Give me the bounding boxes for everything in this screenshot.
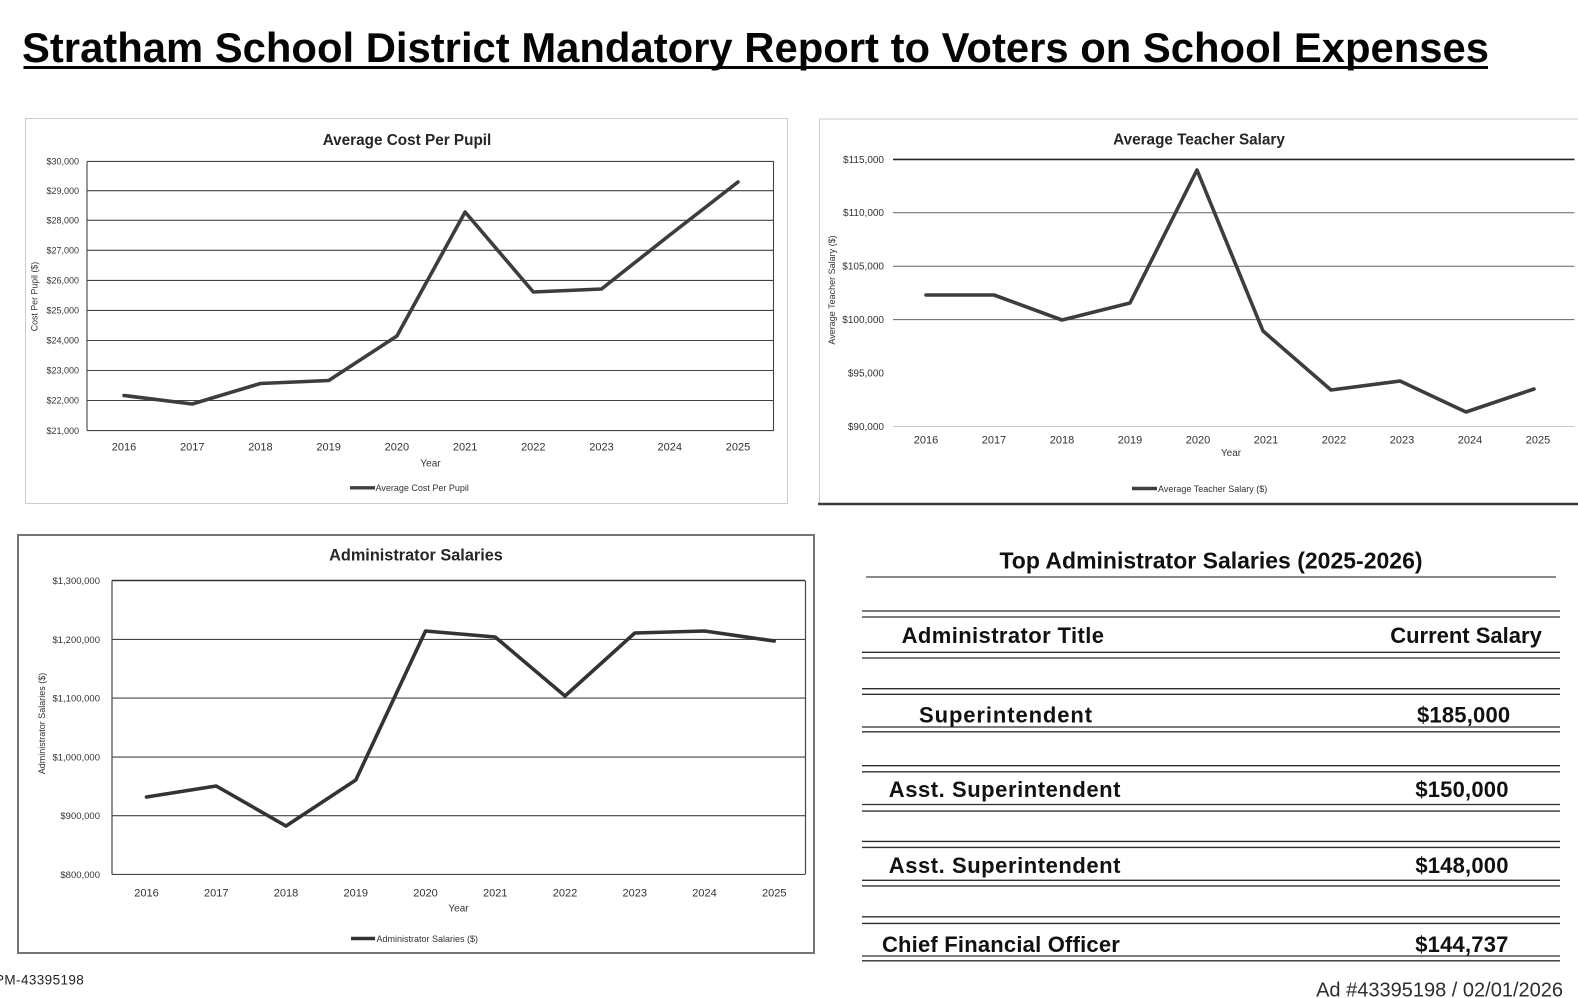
svg-text:Average Cost Per Pupil: Average Cost Per Pupil xyxy=(376,483,469,493)
svg-text:Top Administrator Salaries (20: Top Administrator Salaries (2025-2026) xyxy=(999,548,1422,574)
svg-text:$115,000: $115,000 xyxy=(843,155,884,166)
svg-text:$28,000: $28,000 xyxy=(46,216,79,226)
svg-text:Year: Year xyxy=(420,459,441,470)
svg-text:$100,000: $100,000 xyxy=(842,315,884,326)
svg-text:2021: 2021 xyxy=(453,442,477,454)
svg-text:2022: 2022 xyxy=(521,442,545,454)
svg-text:Chief Financial Officer: Chief Financial Officer xyxy=(882,932,1120,957)
svg-text:$150,000: $150,000 xyxy=(1415,777,1508,802)
svg-text:2021: 2021 xyxy=(483,888,507,900)
svg-text:2020: 2020 xyxy=(1186,435,1210,447)
svg-text:$185,000: $185,000 xyxy=(1417,703,1510,728)
svg-text:$105,000: $105,000 xyxy=(842,262,884,273)
svg-text:Asst. Superintendent: Asst. Superintendent xyxy=(889,853,1121,878)
svg-text:Asst. Superintendent: Asst. Superintendent xyxy=(889,777,1121,802)
svg-text:2025: 2025 xyxy=(1526,435,1550,447)
svg-text:$1,100,000: $1,100,000 xyxy=(52,694,100,705)
svg-text:2020: 2020 xyxy=(413,888,437,900)
svg-text:Administrator Title: Administrator Title xyxy=(902,623,1105,648)
svg-text:2018: 2018 xyxy=(248,442,272,454)
svg-text:Administrator Salaries ($): Administrator Salaries ($) xyxy=(37,673,47,775)
svg-text:2021: 2021 xyxy=(1254,435,1278,447)
svg-text:Cost Per Pupil ($): Cost Per Pupil ($) xyxy=(30,262,40,331)
svg-text:$24,000: $24,000 xyxy=(46,336,79,346)
svg-text:2022: 2022 xyxy=(1322,435,1346,447)
svg-text:2022: 2022 xyxy=(553,888,577,900)
svg-text:2023: 2023 xyxy=(623,888,647,900)
svg-text:2016: 2016 xyxy=(134,888,158,900)
svg-text:$27,000: $27,000 xyxy=(46,246,79,256)
svg-text:$900,000: $900,000 xyxy=(60,811,100,822)
svg-text:$800,000: $800,000 xyxy=(60,870,100,881)
svg-text:Average Teacher Salary: Average Teacher Salary xyxy=(1113,132,1285,149)
svg-text:$25,000: $25,000 xyxy=(46,306,79,316)
svg-text:$22,000: $22,000 xyxy=(46,396,79,406)
svg-text:$30,000: $30,000 xyxy=(46,157,79,167)
svg-text:Stratham School District Manda: Stratham School District Mandatory Repor… xyxy=(22,24,1489,71)
svg-text:$21,000: $21,000 xyxy=(46,426,79,436)
svg-text:2018: 2018 xyxy=(1050,435,1074,447)
svg-text:2024: 2024 xyxy=(1458,435,1482,447)
svg-text:2017: 2017 xyxy=(204,888,228,900)
svg-text:2017: 2017 xyxy=(982,435,1006,447)
svg-text:Administrator Salaries ($): Administrator Salaries ($) xyxy=(377,934,479,944)
svg-text:$90,000: $90,000 xyxy=(848,422,885,433)
svg-text:Administrator Salaries: Administrator Salaries xyxy=(329,547,503,565)
svg-text:$1,000,000: $1,000,000 xyxy=(52,753,100,764)
svg-text:2023: 2023 xyxy=(1390,435,1414,447)
svg-text:2016: 2016 xyxy=(112,442,136,454)
svg-text:Ad #43395198 / 02/01/2026: Ad #43395198 / 02/01/2026 xyxy=(1316,980,1563,998)
svg-text:2020: 2020 xyxy=(385,442,409,454)
svg-text:2018: 2018 xyxy=(274,888,298,900)
svg-text:PM-43395198: PM-43395198 xyxy=(0,973,84,988)
svg-text:Current Salary: Current Salary xyxy=(1390,623,1542,648)
svg-text:Average Cost Per Pupil: Average Cost Per Pupil xyxy=(323,132,492,149)
svg-text:2024: 2024 xyxy=(692,888,716,900)
svg-text:$148,000: $148,000 xyxy=(1415,853,1508,878)
svg-text:2019: 2019 xyxy=(1118,435,1142,447)
svg-text:2019: 2019 xyxy=(316,442,340,454)
svg-text:$29,000: $29,000 xyxy=(46,186,79,196)
svg-text:$23,000: $23,000 xyxy=(46,366,79,376)
svg-text:$1,300,000: $1,300,000 xyxy=(52,576,100,587)
svg-text:2024: 2024 xyxy=(658,442,682,454)
svg-text:2017: 2017 xyxy=(180,442,204,454)
svg-text:Year: Year xyxy=(1221,448,1242,459)
svg-text:$144,737: $144,737 xyxy=(1415,932,1508,957)
svg-text:Year: Year xyxy=(448,904,469,915)
svg-text:2023: 2023 xyxy=(589,442,613,454)
svg-text:2019: 2019 xyxy=(344,888,368,900)
svg-text:Average Teacher Salary ($): Average Teacher Salary ($) xyxy=(1158,484,1267,494)
svg-text:Average Teacher Salary ($): Average Teacher Salary ($) xyxy=(827,235,837,344)
svg-text:$110,000: $110,000 xyxy=(843,208,884,219)
svg-text:$95,000: $95,000 xyxy=(848,368,885,379)
svg-text:$26,000: $26,000 xyxy=(46,276,79,286)
svg-text:2025: 2025 xyxy=(726,442,750,454)
svg-text:2025: 2025 xyxy=(762,888,786,900)
svg-text:Superintendent: Superintendent xyxy=(919,703,1093,728)
svg-text:$1,200,000: $1,200,000 xyxy=(52,635,100,646)
svg-text:2016: 2016 xyxy=(914,435,938,447)
